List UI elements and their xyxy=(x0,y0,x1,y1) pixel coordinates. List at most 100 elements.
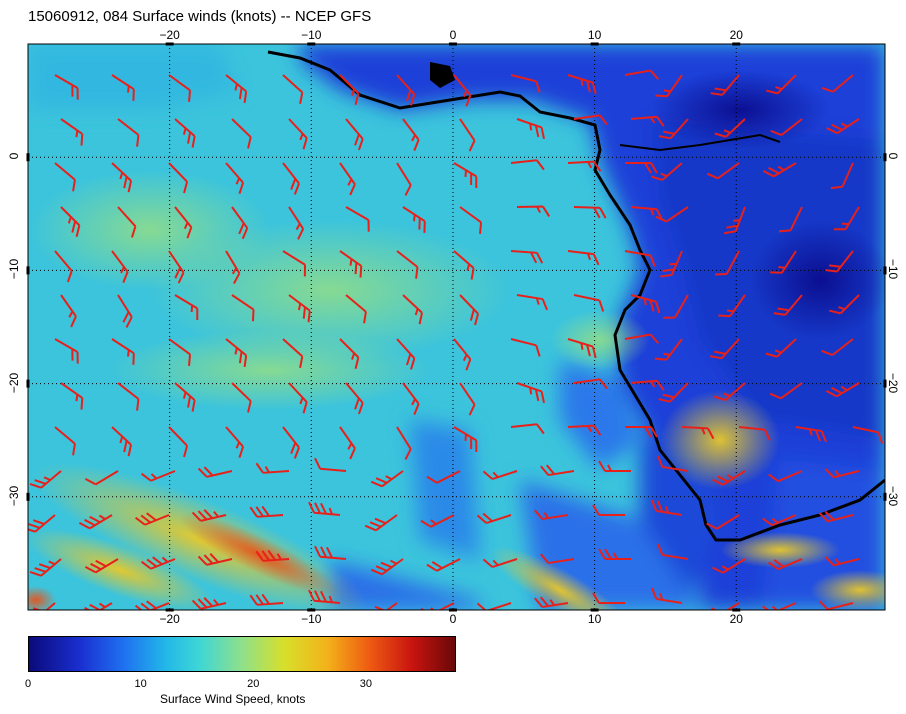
wind-barb xyxy=(709,338,740,360)
wind-barb xyxy=(657,543,689,560)
wind-barb xyxy=(225,250,241,285)
wind-barb xyxy=(714,118,746,138)
wind-barb xyxy=(345,206,370,232)
map-title: 15060912, 084 Surface winds (knots) -- N… xyxy=(28,8,372,25)
colorbar-label: Surface Wind Speed, knots xyxy=(160,692,306,706)
wind-barb xyxy=(654,338,683,361)
wind-barb xyxy=(111,74,135,101)
wind-barb xyxy=(510,159,545,171)
wind-barb xyxy=(625,162,658,174)
colorbar-tick-label: 10 xyxy=(134,678,147,690)
wind-barb xyxy=(510,74,541,93)
wind-barb xyxy=(225,426,245,459)
wind-barb xyxy=(573,114,608,126)
wind-barb xyxy=(453,250,475,280)
wind-barb xyxy=(516,118,545,140)
coastline xyxy=(267,50,885,542)
wind-barb xyxy=(459,206,483,234)
wind-barb xyxy=(630,115,665,127)
wind-barb xyxy=(191,597,227,610)
wind-barb xyxy=(197,466,233,478)
wind-barb xyxy=(54,426,76,456)
wind-barb xyxy=(282,250,307,277)
wind-barb xyxy=(453,74,472,107)
wind-barb xyxy=(625,426,658,438)
wind-barb xyxy=(29,470,62,489)
wind-barb xyxy=(255,462,290,474)
wind-barb xyxy=(282,338,304,369)
colorbar-tick-label: 20 xyxy=(247,678,260,690)
wind-barb xyxy=(770,118,803,136)
lake-outline xyxy=(430,62,455,88)
wind-barb xyxy=(773,294,803,316)
wind-barb xyxy=(282,74,304,105)
wind-barb xyxy=(534,596,569,609)
wind-barb xyxy=(738,426,771,441)
wind-barb xyxy=(225,74,248,104)
wind-barb xyxy=(778,206,803,233)
lat-tick-label: −20 xyxy=(7,372,21,393)
wind-barb xyxy=(825,250,854,273)
wind-barb xyxy=(592,504,625,516)
lat-tick-label: −20 xyxy=(886,372,900,393)
wind-barb xyxy=(249,593,284,606)
wind-barb xyxy=(482,470,518,480)
coastline xyxy=(619,133,781,152)
wind-barb xyxy=(231,206,249,240)
wind-barb xyxy=(459,294,480,326)
wind-speed-field xyxy=(28,44,885,610)
wind-barb xyxy=(402,206,426,233)
wind-barb xyxy=(396,426,412,460)
wind-barb xyxy=(231,294,255,322)
wind-barb xyxy=(231,118,252,149)
wind-barb xyxy=(821,74,854,93)
wind-barb xyxy=(598,460,631,472)
wind-barb xyxy=(191,509,227,522)
wind-barb xyxy=(768,558,803,571)
wind-barb xyxy=(339,250,363,278)
wind-barb xyxy=(459,118,476,152)
wind-barb xyxy=(624,333,660,344)
colorbar xyxy=(28,636,456,672)
wind-barb xyxy=(140,470,176,482)
lon-tick-label: 0 xyxy=(449,28,457,42)
wind-barb xyxy=(453,338,472,371)
wind-barb xyxy=(168,338,192,366)
wind-barb xyxy=(567,250,600,266)
wind-barb xyxy=(453,426,478,453)
lon-tick-label: −10 xyxy=(301,612,322,626)
wind-barb xyxy=(624,69,660,80)
wind-barb xyxy=(426,558,461,572)
wind-barb xyxy=(225,338,248,368)
wind-barb xyxy=(396,162,412,196)
wind-barb xyxy=(345,382,364,415)
wind-barb xyxy=(134,512,170,526)
wind-barb xyxy=(117,118,140,147)
wind-barb xyxy=(655,206,689,223)
wind-barb xyxy=(510,423,545,435)
wind-barb xyxy=(339,338,360,369)
wind-barb xyxy=(713,382,746,402)
wind-barb xyxy=(54,74,79,100)
wind-barb xyxy=(60,118,84,146)
wind-barb xyxy=(111,162,132,193)
wind-barb xyxy=(655,74,683,98)
wind-barb xyxy=(339,74,360,105)
colorbar-tick-label: 30 xyxy=(359,678,373,690)
wind-barb xyxy=(598,548,631,560)
wind-barb xyxy=(540,464,575,477)
wind-barb xyxy=(249,505,284,518)
wind-barb xyxy=(567,160,602,172)
wind-barb xyxy=(510,250,544,264)
wind-barb xyxy=(54,250,73,283)
wind-barb xyxy=(762,514,797,527)
wind-barb xyxy=(567,424,602,436)
wind-barb xyxy=(54,338,79,364)
wind-barb xyxy=(308,501,341,516)
wind-barb xyxy=(663,294,689,319)
wind-barb xyxy=(824,468,860,479)
wind-barb xyxy=(630,379,665,391)
wind-barb xyxy=(573,378,608,390)
wind-barb xyxy=(345,294,367,324)
